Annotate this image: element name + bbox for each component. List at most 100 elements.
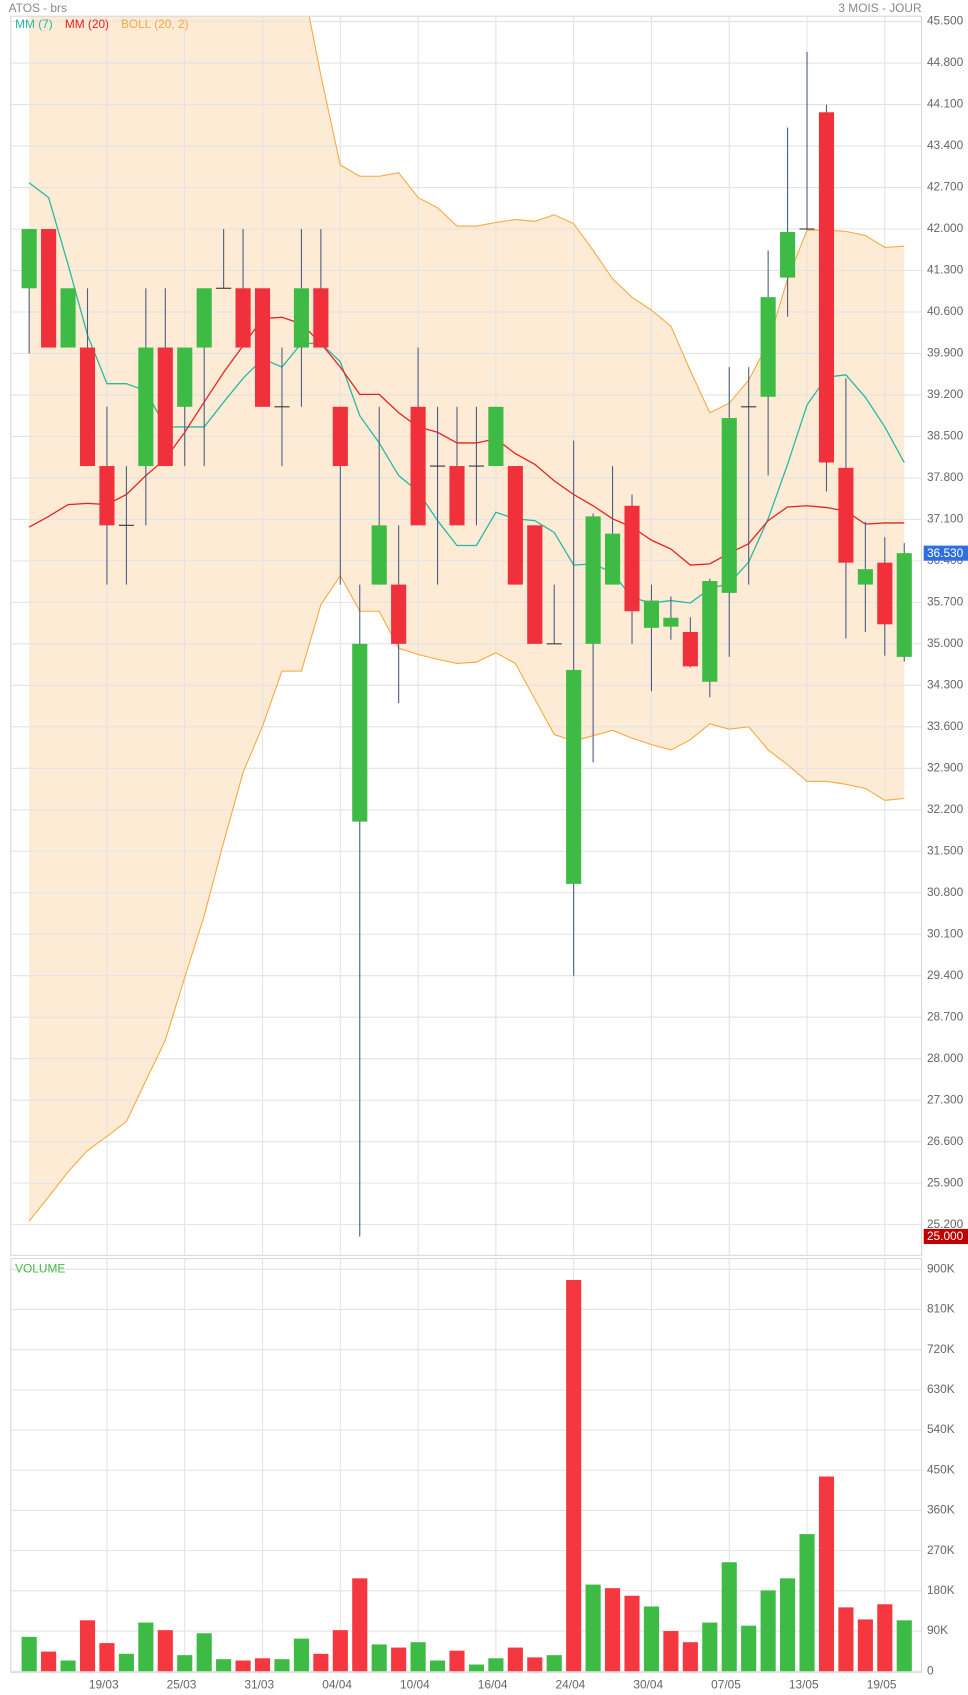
volume-bar [371,1644,387,1672]
volume-bar [235,1660,251,1672]
last-price-badge-label: 36.530 [927,546,964,560]
low-marker-badge-label: 25.000 [927,1229,964,1243]
volume-bar [157,1630,173,1672]
volume-tick-label: 360K [927,1503,955,1517]
volume-bar [663,1631,679,1672]
volume-bar [332,1630,348,1672]
volume-bar [741,1625,757,1672]
moving-average [28,316,905,566]
volume-bar [216,1659,232,1672]
legend-entry: MM (7) [15,17,53,31]
candle-body [99,466,115,526]
y-tick-label: 41.300 [927,263,964,277]
x-tick-label: 07/05 [711,1677,741,1691]
volume-tick-label: 810K [927,1302,955,1316]
x-tick-label: 10/04 [400,1677,430,1691]
y-tick-label: 30.100 [927,926,964,940]
volume-bar [254,1658,271,1672]
volume-bar [449,1650,465,1672]
y-tick-label: 33.600 [927,719,964,733]
volume-bar [721,1562,737,1672]
candle-body [371,525,387,585]
legend-entry: MM (20) [65,17,109,31]
volume-tick-label: 630K [927,1382,955,1396]
volume-bar [429,1660,446,1672]
x-tick-label: 13/05 [789,1677,819,1691]
volume-bar [780,1578,796,1672]
volume-title: VOLUME [15,1262,65,1276]
y-tick-label: 42.700 [927,180,964,194]
volume-bar [799,1534,815,1672]
volume-bar [527,1657,543,1672]
volume-bar [643,1606,660,1672]
band-upper [308,16,905,414]
volume-bar [410,1642,426,1672]
volume-bar [857,1619,873,1672]
candle-body [41,229,57,348]
y-tick-label: 44.100 [927,97,964,111]
y-tick-label: 34.300 [927,677,964,691]
volume-bar [566,1279,582,1672]
volume-bar [624,1595,640,1672]
legend-entry: BOLL (20, 2) [121,17,189,31]
volume-tick-label: 720K [927,1342,955,1356]
volume-bar [682,1642,698,1672]
candle-body [760,297,776,397]
y-tick-label: 44.800 [927,55,964,69]
candle-body [21,229,37,289]
volume-bar [585,1584,601,1672]
volume-tick-label: 540K [927,1422,955,1436]
candle-body [585,516,601,644]
chart-title: ATOS - brs [9,1,67,15]
volume-bar [99,1643,115,1672]
volume-bar [818,1476,835,1672]
volume-bar [468,1664,484,1672]
candle-body [663,617,679,627]
candle-body [877,562,893,625]
candle-body [605,533,621,585]
x-tick-label: 31/03 [244,1677,274,1691]
x-tick-label: 24/04 [556,1677,586,1691]
y-tick-label: 37.100 [927,512,964,526]
volume-bar [877,1604,893,1672]
candle-body [177,347,193,407]
frame [10,15,923,1673]
y-tick-label: 25.200 [927,1217,964,1231]
text-layer: ATOS - brs 3 MOIS - JOUR VOLUME 45.500 44… [9,1,968,1691]
chart-subtitle: 3 MOIS - JOUR [838,1,922,15]
candle-body [896,553,912,657]
volume-bar [118,1653,134,1672]
candle-body [157,347,173,467]
volume-bar [177,1655,193,1672]
volume-bar [488,1658,504,1672]
volume-tick-label: 90K [927,1623,948,1637]
volume-bar [546,1655,562,1672]
y-tick-label: 32.200 [927,802,964,816]
y-tick-label: 28.000 [927,1051,964,1065]
volume-tick-label: 450K [927,1462,955,1476]
band-lower [28,574,905,1222]
volume-tick-label: 180K [927,1583,955,1597]
x-tick-label: 19/05 [867,1677,897,1691]
volume-tick-label: 270K [927,1543,955,1557]
volume-bar [21,1636,37,1672]
line-layer [28,16,905,1222]
y-tick-label: 27.300 [927,1092,964,1106]
volume-tick-label: 900K [927,1261,955,1275]
candle-body [410,406,426,526]
x-tick-label: 16/04 [478,1677,508,1691]
volume-bar [391,1647,407,1672]
volume-bar [60,1660,76,1672]
candle-body [79,347,96,467]
candle-body [624,505,640,612]
candle-body [818,112,835,463]
volume-bar [605,1588,621,1672]
volume-bar [196,1633,212,1672]
candle-body [527,525,543,644]
x-tick-label: 19/03 [89,1677,119,1691]
volume-bar [352,1578,368,1672]
x-tick-label: 25/03 [167,1677,197,1691]
y-tick-label: 39.200 [927,387,964,401]
last-price-badge [923,545,968,561]
candle-body [254,288,271,407]
